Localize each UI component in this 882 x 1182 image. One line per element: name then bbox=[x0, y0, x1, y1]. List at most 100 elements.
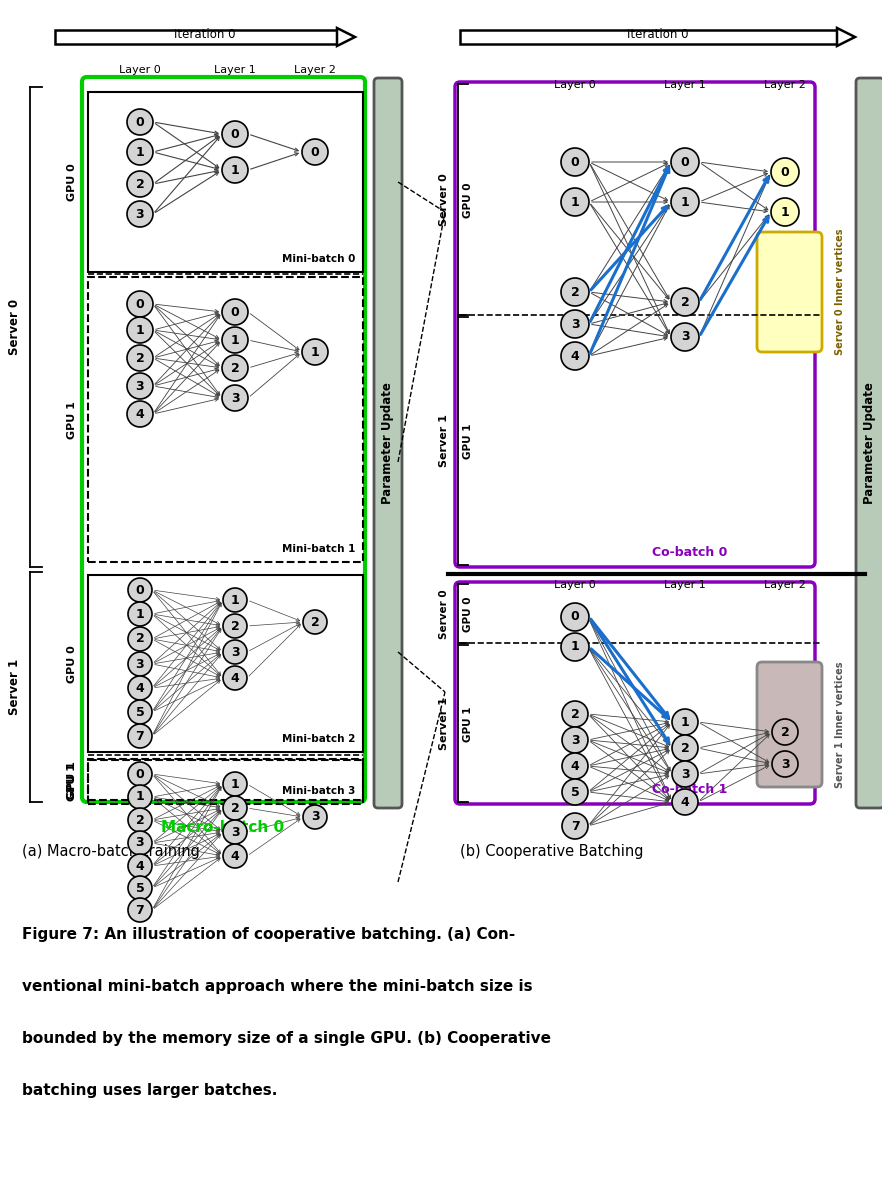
Text: Layer 1: Layer 1 bbox=[664, 580, 706, 590]
Text: GPU 1: GPU 1 bbox=[463, 423, 473, 459]
Text: 1: 1 bbox=[230, 593, 239, 606]
Text: 1: 1 bbox=[681, 715, 690, 728]
Circle shape bbox=[772, 751, 798, 777]
Circle shape bbox=[671, 323, 699, 351]
Text: 5: 5 bbox=[136, 706, 145, 719]
Text: 7: 7 bbox=[571, 819, 579, 832]
Text: 0: 0 bbox=[681, 156, 690, 169]
Text: GPU 1: GPU 1 bbox=[67, 401, 77, 439]
Text: Co-batch 0: Co-batch 0 bbox=[653, 546, 728, 559]
FancyBboxPatch shape bbox=[757, 232, 822, 352]
Text: 3: 3 bbox=[231, 825, 239, 838]
Text: 4: 4 bbox=[136, 408, 145, 421]
Text: 2: 2 bbox=[681, 296, 690, 309]
Circle shape bbox=[771, 158, 799, 186]
Circle shape bbox=[302, 339, 328, 365]
Text: 0: 0 bbox=[136, 116, 145, 129]
Text: Mini-batch 1: Mini-batch 1 bbox=[281, 544, 355, 554]
Text: 2: 2 bbox=[781, 726, 789, 739]
Circle shape bbox=[672, 709, 698, 735]
Text: 0: 0 bbox=[230, 305, 239, 318]
Text: GPU 1: GPU 1 bbox=[463, 707, 473, 742]
Text: 0: 0 bbox=[136, 298, 145, 311]
Circle shape bbox=[561, 148, 589, 176]
Text: GPU 1: GPU 1 bbox=[67, 764, 77, 801]
Circle shape bbox=[302, 139, 328, 165]
Circle shape bbox=[128, 602, 152, 626]
Text: 2: 2 bbox=[571, 708, 579, 721]
Text: Figure 7: An illustration of cooperative batching. (a) Con-: Figure 7: An illustration of cooperative… bbox=[22, 927, 515, 942]
Circle shape bbox=[222, 327, 248, 353]
Circle shape bbox=[223, 587, 247, 612]
Bar bbox=[88, 92, 363, 272]
Circle shape bbox=[671, 188, 699, 216]
Text: 1: 1 bbox=[230, 333, 239, 346]
Circle shape bbox=[562, 753, 588, 779]
Circle shape bbox=[128, 785, 152, 808]
Circle shape bbox=[223, 665, 247, 690]
Circle shape bbox=[772, 719, 798, 745]
Text: 2: 2 bbox=[136, 813, 145, 826]
Text: ventional mini-batch approach where the mini-batch size is: ventional mini-batch approach where the … bbox=[22, 979, 533, 994]
Text: (a) Macro-batch training: (a) Macro-batch training bbox=[22, 844, 200, 859]
Circle shape bbox=[222, 157, 248, 183]
Text: Layer 1: Layer 1 bbox=[214, 65, 256, 74]
Circle shape bbox=[128, 876, 152, 900]
Text: Server 1: Server 1 bbox=[8, 658, 20, 715]
Text: Parameter Update: Parameter Update bbox=[863, 382, 877, 504]
Circle shape bbox=[562, 813, 588, 839]
Circle shape bbox=[128, 700, 152, 725]
Circle shape bbox=[128, 578, 152, 602]
Text: 1: 1 bbox=[136, 324, 145, 337]
Circle shape bbox=[223, 639, 247, 664]
Text: 1: 1 bbox=[230, 778, 239, 791]
Text: Layer 0: Layer 0 bbox=[554, 580, 596, 590]
Text: 4: 4 bbox=[571, 350, 579, 363]
Circle shape bbox=[672, 790, 698, 816]
Text: 1: 1 bbox=[136, 608, 145, 621]
Polygon shape bbox=[337, 28, 355, 46]
Text: Layer 0: Layer 0 bbox=[554, 80, 596, 90]
Text: GPU 0: GPU 0 bbox=[67, 163, 77, 201]
Text: Iteration 0: Iteration 0 bbox=[627, 28, 688, 41]
Text: 4: 4 bbox=[571, 760, 579, 773]
Circle shape bbox=[561, 603, 589, 631]
Text: GPU 0: GPU 0 bbox=[463, 596, 473, 631]
Text: 2: 2 bbox=[136, 351, 145, 364]
Text: Layer 0: Layer 0 bbox=[119, 65, 161, 74]
Text: Co-batch 1: Co-batch 1 bbox=[653, 782, 728, 795]
Circle shape bbox=[561, 188, 589, 216]
Text: 0: 0 bbox=[136, 767, 145, 780]
Circle shape bbox=[127, 317, 153, 343]
Text: 3: 3 bbox=[681, 767, 690, 780]
FancyBboxPatch shape bbox=[856, 78, 882, 808]
Text: 0: 0 bbox=[136, 584, 145, 597]
Circle shape bbox=[128, 762, 152, 786]
Circle shape bbox=[561, 278, 589, 306]
Circle shape bbox=[223, 772, 247, 795]
Circle shape bbox=[128, 652, 152, 676]
Text: 2: 2 bbox=[230, 362, 239, 375]
Bar bbox=[88, 759, 363, 800]
Text: 4: 4 bbox=[136, 682, 145, 695]
Text: Mini-batch 0: Mini-batch 0 bbox=[281, 254, 355, 264]
Text: 3: 3 bbox=[136, 379, 145, 392]
Bar bbox=[460, 30, 837, 44]
Circle shape bbox=[561, 310, 589, 338]
Text: 3: 3 bbox=[571, 734, 579, 747]
Text: 0: 0 bbox=[310, 145, 319, 158]
Text: Server 1: Server 1 bbox=[439, 415, 449, 467]
Circle shape bbox=[222, 299, 248, 325]
Text: 3: 3 bbox=[136, 208, 145, 221]
Text: 2: 2 bbox=[681, 741, 690, 754]
Text: 2: 2 bbox=[230, 619, 239, 632]
Bar bbox=[88, 760, 363, 804]
Circle shape bbox=[128, 831, 152, 855]
Text: 1: 1 bbox=[571, 195, 579, 208]
Text: 2: 2 bbox=[230, 801, 239, 814]
Circle shape bbox=[128, 898, 152, 922]
Text: 1: 1 bbox=[136, 791, 145, 804]
Circle shape bbox=[561, 634, 589, 661]
Circle shape bbox=[561, 342, 589, 370]
Text: 1: 1 bbox=[230, 163, 239, 176]
